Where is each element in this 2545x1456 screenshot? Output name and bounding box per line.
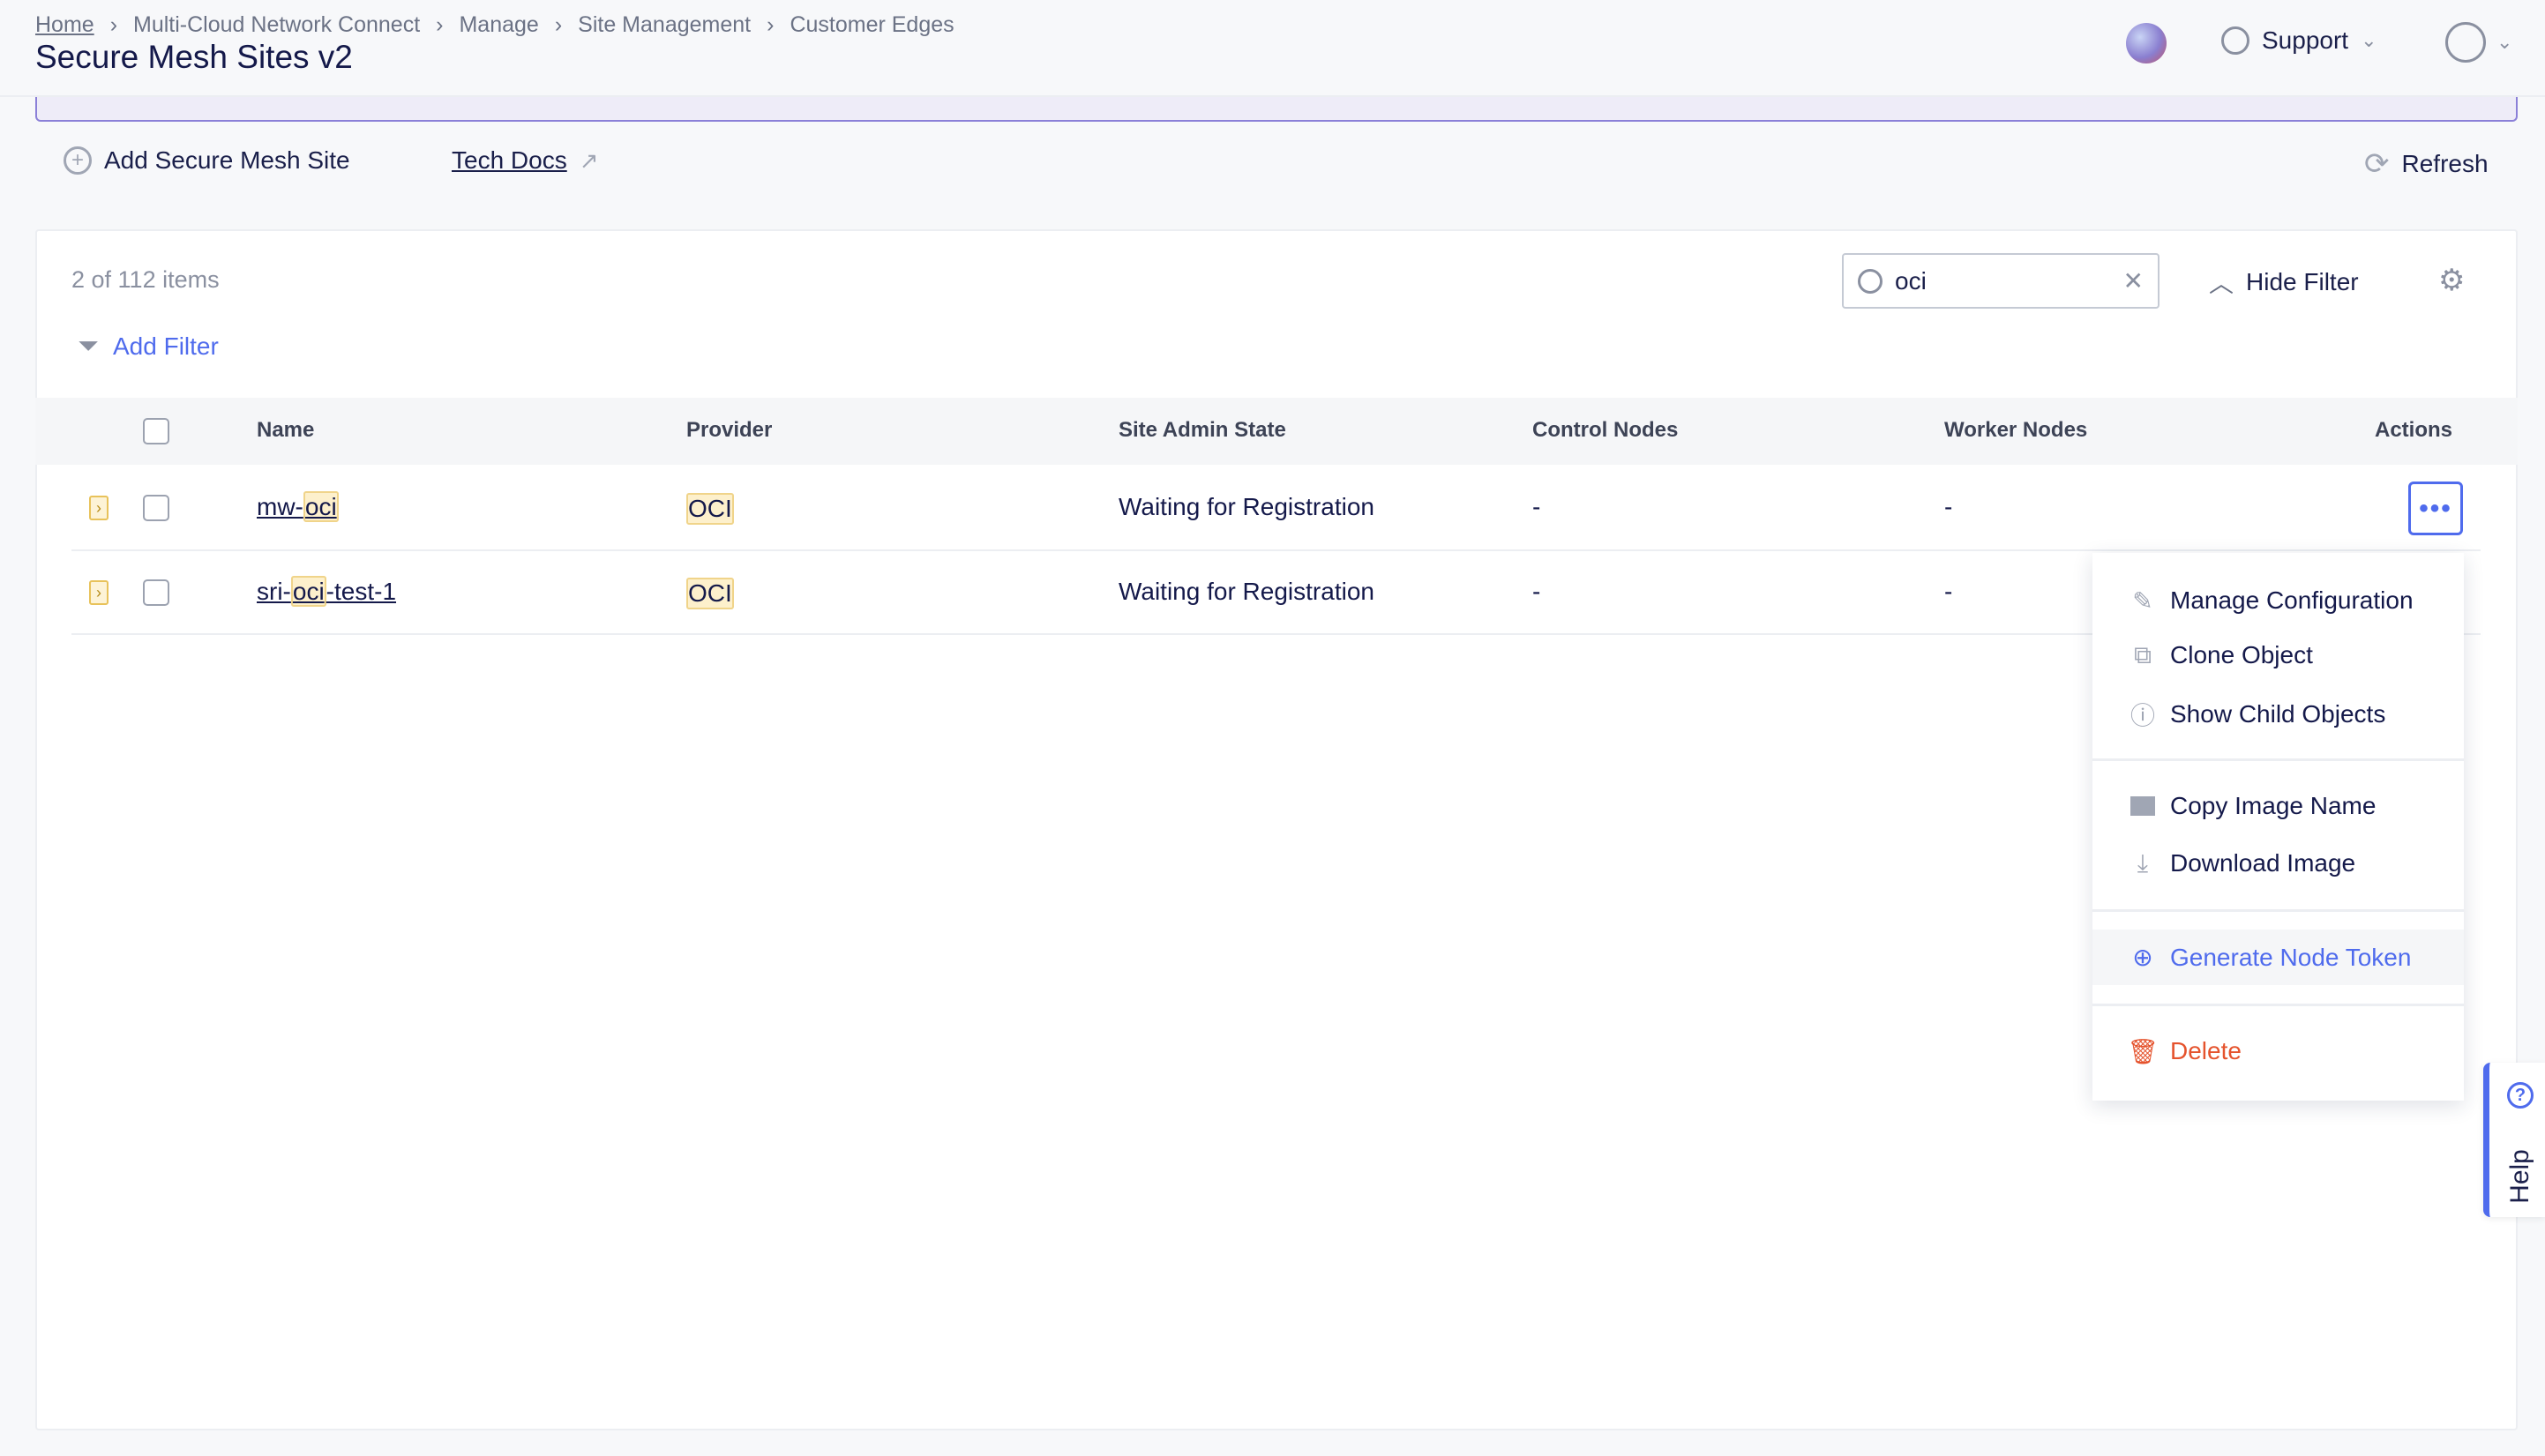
item-count: 2 of 112 items: [71, 266, 220, 293]
trash-icon: 🗑: [2127, 1037, 2159, 1065]
state-cell: Waiting for Registration: [1119, 493, 1374, 520]
menu-divider: [2092, 909, 2464, 912]
expand-row-icon[interactable]: ›: [89, 580, 109, 605]
control-nodes-cell: -: [1532, 578, 1541, 605]
row-checkbox[interactable]: [143, 495, 169, 521]
help-tab[interactable]: ? Help: [2483, 1063, 2545, 1217]
menu-divider: [2092, 1004, 2464, 1006]
column-site-admin-state[interactable]: Site Admin State: [1119, 418, 1286, 442]
support-menu[interactable]: Support ⌄: [2221, 26, 2377, 55]
menu-download-image[interactable]: ⤓ Download Image: [2092, 837, 2464, 890]
help-question-icon: ?: [2507, 1082, 2534, 1109]
menu-manage-configuration[interactable]: ✎ Manage Configuration: [2092, 574, 2464, 627]
user-menu[interactable]: ⌄: [2445, 22, 2512, 63]
pencil-icon: ✎: [2132, 586, 2153, 615]
external-link-icon: ↗: [579, 146, 599, 174]
column-provider[interactable]: Provider: [686, 418, 773, 442]
tech-docs-label: Tech Docs: [452, 146, 567, 174]
menu-delete[interactable]: 🗑 Delete: [2127, 1037, 2242, 1065]
column-name[interactable]: Name: [257, 418, 315, 442]
refresh-icon: ⟳: [2364, 147, 2390, 181]
breadcrumb-manage[interactable]: Manage: [459, 12, 539, 37]
refresh-button[interactable]: ⟳ Refresh: [2364, 146, 2489, 182]
chevron-down-icon: ⌄: [2496, 31, 2513, 53]
filter-funnel-icon: ⏷: [78, 332, 99, 361]
hide-filter-button[interactable]: ︿ Hide Filter: [2209, 265, 2359, 300]
column-control-nodes[interactable]: Control Nodes: [1532, 418, 1679, 442]
chevron-right-icon: ›: [109, 12, 118, 37]
tech-docs-link[interactable]: Tech Docs ↗: [452, 146, 599, 175]
control-nodes-cell: -: [1532, 493, 1541, 520]
breadcrumb-home[interactable]: Home: [35, 12, 94, 37]
add-filter-label: Add Filter: [113, 332, 219, 360]
help-label: Help: [2504, 1149, 2534, 1204]
column-actions: Actions: [2375, 418, 2453, 442]
clone-icon: ⧉: [2134, 640, 2152, 668]
download-icon: ⤓: [2137, 848, 2149, 877]
chevron-right-icon: ›: [554, 12, 563, 37]
info-banner: [35, 97, 2518, 122]
search-icon: [1858, 268, 1883, 294]
expand-row-icon[interactable]: ›: [89, 496, 109, 520]
actions-menu: ✎ Manage Configuration ⧉ Clone Object ⓘ Sho…: [2092, 553, 2464, 1101]
row-actions-button[interactable]: •••: [2408, 482, 2463, 535]
site-name-link[interactable]: mw-oci: [257, 491, 339, 522]
provider-cell: OCI: [686, 493, 734, 525]
tenant-globe-icon[interactable]: [2126, 23, 2167, 63]
user-avatar-icon: [2445, 22, 2486, 63]
provider-cell: OCI: [686, 578, 734, 609]
support-label: Support: [2262, 26, 2349, 54]
site-name-link[interactable]: sri-oci-test-1: [257, 576, 397, 607]
breadcrumb-customer-edges[interactable]: Customer Edges: [790, 12, 954, 37]
header-divider: [0, 95, 2545, 97]
state-cell: Waiting for Registration: [1119, 578, 1374, 605]
chevron-up-icon: ︿: [2209, 270, 2234, 297]
support-lifebuoy-icon: [2221, 26, 2249, 55]
column-worker-nodes[interactable]: Worker Nodes: [1944, 418, 2088, 442]
row-divider: [71, 549, 2481, 551]
info-icon: ⓘ: [2130, 702, 2155, 729]
plus-circle-icon: ⊕: [2132, 944, 2153, 971]
chevron-right-icon: ›: [436, 12, 444, 37]
chevron-down-icon: ⌄: [2361, 29, 2377, 51]
add-filter-button[interactable]: ⏷ Add Filter: [78, 332, 219, 362]
breadcrumb-mcnc[interactable]: Multi-Cloud Network Connect: [133, 12, 421, 37]
breadcrumb-site-management[interactable]: Site Management: [578, 12, 752, 37]
worker-nodes-cell: -: [1944, 493, 1953, 520]
refresh-label: Refresh: [2401, 150, 2489, 177]
menu-copy-image-name[interactable]: Copy Image Name: [2092, 780, 2464, 833]
chevron-right-icon: ›: [767, 12, 775, 37]
row-checkbox[interactable]: [143, 579, 169, 606]
worker-nodes-cell: -: [1944, 578, 1953, 605]
menu-clone-object[interactable]: ⧉ Clone Object: [2092, 629, 2464, 682]
hide-filter-label: Hide Filter: [2246, 268, 2359, 295]
menu-divider: [2092, 758, 2464, 761]
search-input[interactable]: oci ✕: [1842, 253, 2160, 309]
breadcrumb: Home › Multi-Cloud Network Connect › Manag…: [35, 12, 954, 38]
page-title: Secure Mesh Sites v2: [35, 39, 353, 75]
clear-search-icon[interactable]: ✕: [2122, 267, 2144, 295]
menu-show-child-objects[interactable]: ⓘ Show Child Objects: [2092, 688, 2464, 741]
plus-circle-icon: +: [64, 146, 92, 175]
copy-icon: [2128, 791, 2158, 821]
search-value: oci: [1895, 266, 1927, 295]
row-divider: [71, 633, 2481, 635]
menu-generate-node-token[interactable]: ⊕ Generate Node Token: [2092, 930, 2464, 985]
table-header: [35, 398, 2518, 465]
add-label: Add Secure Mesh Site: [104, 146, 350, 174]
select-all-checkbox[interactable]: [143, 418, 169, 444]
settings-gear-icon[interactable]: ⚙: [2438, 264, 2466, 297]
add-secure-mesh-site-button[interactable]: + Add Secure Mesh Site: [64, 146, 350, 175]
